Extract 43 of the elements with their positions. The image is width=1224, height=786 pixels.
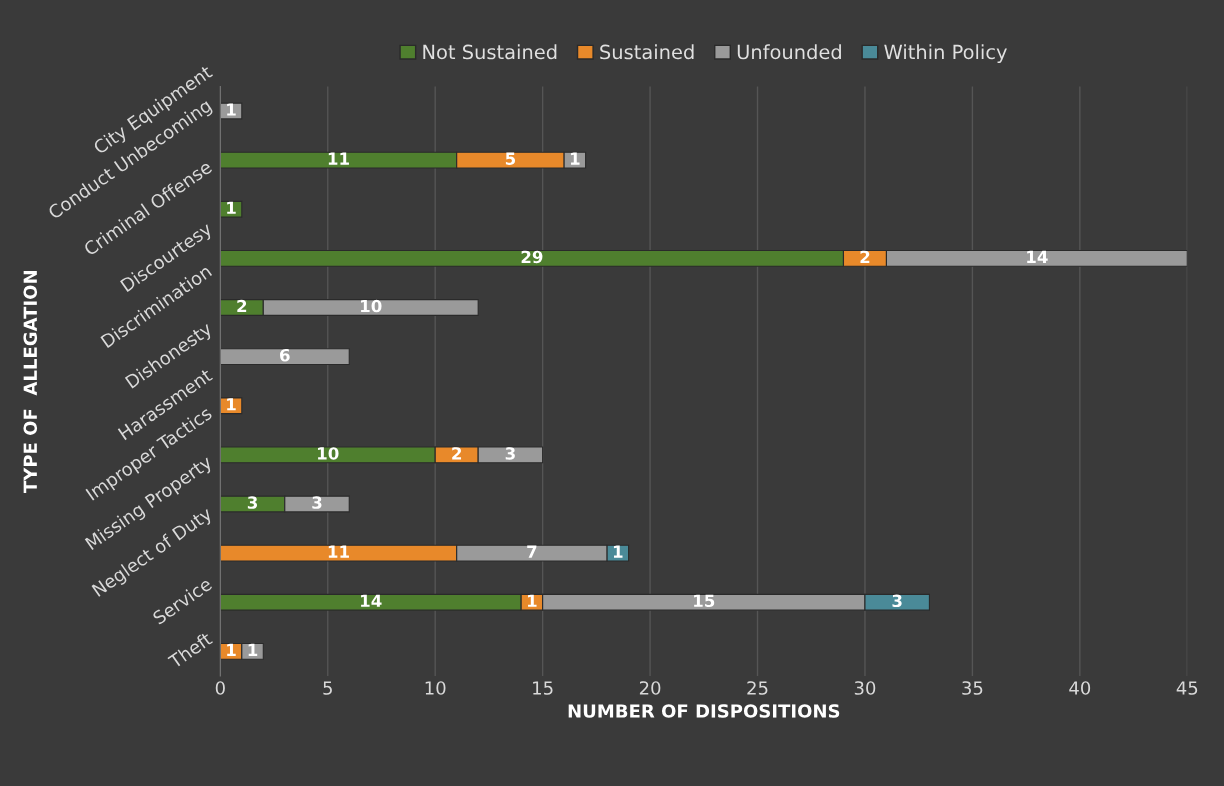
data-label: 1: [613, 545, 623, 558]
data-label: 15: [694, 594, 715, 608]
data-label: 1: [527, 594, 537, 607]
legend-label: Sustained: [600, 44, 694, 60]
data-label: 11: [328, 545, 349, 558]
legend-label: Not Sustained: [423, 44, 557, 60]
x-tick-label: 15: [533, 681, 553, 695]
data-label: 14: [361, 594, 382, 607]
data-label: 10: [361, 299, 382, 313]
data-label: 3: [892, 594, 902, 608]
data-label: 6: [280, 348, 290, 362]
data-label: 3: [247, 496, 258, 509]
data-label: 5: [505, 152, 516, 165]
data-label: 1: [227, 201, 236, 214]
data-label: 2: [860, 250, 870, 263]
x-tick-label: 20: [639, 681, 661, 695]
data-label: 11: [328, 152, 349, 165]
bar: [220, 348, 350, 366]
x-tick-label: 0: [215, 681, 225, 695]
x-tick-label: 35: [962, 681, 983, 695]
data-label: 14: [1027, 250, 1048, 263]
data-label: 1: [570, 152, 580, 165]
x-tick-label: 25: [747, 681, 768, 695]
data-label: 10: [318, 447, 339, 460]
data-label: 1: [248, 643, 258, 656]
x-tick-label: 45: [1176, 681, 1198, 695]
data-label: 2: [452, 447, 462, 460]
data-label: 1: [227, 643, 236, 656]
data-label: 7: [527, 545, 537, 558]
y-axis-title: TYPE OF ALLEGATION: [23, 271, 38, 493]
x-tick-label: 10: [425, 681, 446, 695]
legend-label: Unfounded: [737, 44, 841, 60]
data-label: 1: [227, 398, 236, 411]
x-tick-label: 30: [854, 681, 876, 695]
data-label: 2: [237, 299, 247, 313]
x-tick-label: 40: [1069, 681, 1091, 695]
legend-label: Within Policy: [884, 44, 1007, 64]
data-label: 3: [312, 496, 322, 509]
x-tick-label: 5: [323, 681, 332, 695]
x-axis-title: NUMBER OF DISPOSITIONS: [568, 704, 840, 718]
data-label: 1: [227, 103, 236, 116]
data-label: 29: [521, 250, 543, 264]
data-label: 3: [505, 447, 515, 460]
